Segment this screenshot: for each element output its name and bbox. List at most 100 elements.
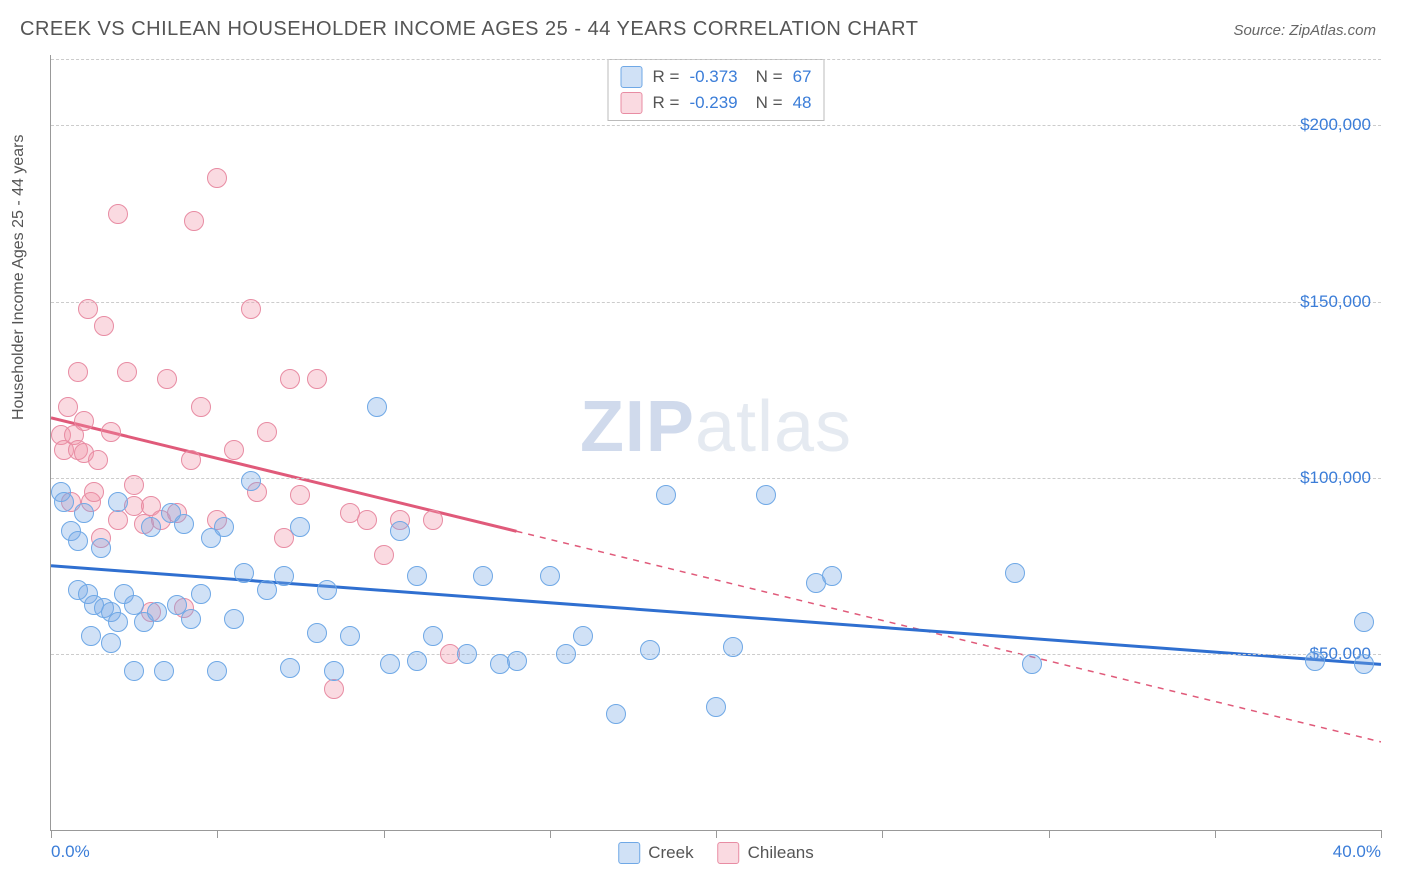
data-point-creek xyxy=(706,697,726,717)
data-point-creek xyxy=(1022,654,1042,674)
data-point-creek xyxy=(380,654,400,674)
data-point-creek xyxy=(756,485,776,505)
x-tick xyxy=(217,830,218,838)
data-point-creek xyxy=(367,397,387,417)
y-tick-label: $150,000 xyxy=(1300,292,1371,312)
data-point-creek xyxy=(68,531,88,551)
x-tick xyxy=(882,830,883,838)
swatch-creek xyxy=(621,66,643,88)
data-point-creek xyxy=(207,661,227,681)
data-point-chileans xyxy=(94,316,114,336)
data-point-creek xyxy=(191,584,211,604)
data-point-chileans xyxy=(324,679,344,699)
x-tick xyxy=(51,830,52,838)
data-point-creek xyxy=(124,661,144,681)
data-point-chileans xyxy=(357,510,377,530)
legend-stats: R =-0.373 N =67 R =-0.239 N =48 xyxy=(608,59,825,121)
data-point-chileans xyxy=(117,362,137,382)
y-tick-label: $200,000 xyxy=(1300,115,1371,135)
x-min-label: 0.0% xyxy=(51,842,90,862)
x-max-label: 40.0% xyxy=(1333,842,1381,862)
data-point-creek xyxy=(556,644,576,664)
legend-stats-creek: R =-0.373 N =67 xyxy=(621,64,812,90)
data-point-chileans xyxy=(280,369,300,389)
data-point-creek xyxy=(390,521,410,541)
data-point-creek xyxy=(573,626,593,646)
gridline xyxy=(51,654,1381,655)
x-tick xyxy=(1215,830,1216,838)
data-point-creek xyxy=(1005,563,1025,583)
data-point-chileans xyxy=(184,211,204,231)
data-point-chileans xyxy=(241,299,261,319)
data-point-chileans xyxy=(181,450,201,470)
data-point-creek xyxy=(91,538,111,558)
data-point-creek xyxy=(1354,654,1374,674)
y-tick-label: $100,000 xyxy=(1300,468,1371,488)
x-tick xyxy=(716,830,717,838)
data-point-chileans xyxy=(108,204,128,224)
data-point-creek xyxy=(234,563,254,583)
data-point-creek xyxy=(81,626,101,646)
data-point-creek xyxy=(473,566,493,586)
data-point-creek xyxy=(822,566,842,586)
data-point-creek xyxy=(540,566,560,586)
data-point-chileans xyxy=(257,422,277,442)
data-point-chileans xyxy=(78,299,98,319)
data-point-chileans xyxy=(68,362,88,382)
data-point-creek xyxy=(280,658,300,678)
data-point-creek xyxy=(307,623,327,643)
data-point-creek xyxy=(241,471,261,491)
data-point-creek xyxy=(340,626,360,646)
data-point-chileans xyxy=(124,475,144,495)
data-point-creek xyxy=(723,637,743,657)
data-point-chileans xyxy=(108,510,128,530)
data-point-creek xyxy=(1354,612,1374,632)
data-point-creek xyxy=(290,517,310,537)
swatch-chileans xyxy=(621,92,643,114)
data-point-chileans xyxy=(88,450,108,470)
data-point-creek xyxy=(407,566,427,586)
x-tick xyxy=(550,830,551,838)
data-point-creek xyxy=(423,626,443,646)
data-point-chileans xyxy=(74,411,94,431)
data-point-creek xyxy=(224,609,244,629)
data-point-creek xyxy=(147,602,167,622)
data-point-chileans xyxy=(374,545,394,565)
legend-item-creek: Creek xyxy=(618,842,693,864)
data-point-creek xyxy=(640,640,660,660)
data-point-creek xyxy=(141,517,161,537)
data-point-chileans xyxy=(423,510,443,530)
gridline xyxy=(51,125,1381,126)
legend-series: Creek Chileans xyxy=(618,842,814,864)
data-point-creek xyxy=(181,609,201,629)
data-point-chileans xyxy=(191,397,211,417)
data-point-creek xyxy=(606,704,626,724)
x-tick xyxy=(384,830,385,838)
y-axis-label: Householder Income Ages 25 - 44 years xyxy=(10,135,28,421)
legend-item-chileans: Chileans xyxy=(718,842,814,864)
data-point-creek xyxy=(324,661,344,681)
data-point-creek xyxy=(1305,651,1325,671)
swatch-creek xyxy=(618,842,640,864)
data-point-creek xyxy=(274,566,294,586)
data-point-creek xyxy=(108,492,128,512)
data-point-creek xyxy=(257,580,277,600)
data-point-creek xyxy=(507,651,527,671)
data-point-creek xyxy=(214,517,234,537)
data-point-chileans xyxy=(101,422,121,442)
data-point-chileans xyxy=(307,369,327,389)
data-point-creek xyxy=(457,644,477,664)
data-point-creek xyxy=(317,580,337,600)
data-point-creek xyxy=(74,503,94,523)
data-point-creek xyxy=(101,633,121,653)
data-point-chileans xyxy=(157,369,177,389)
data-point-chileans xyxy=(224,440,244,460)
data-point-creek xyxy=(154,661,174,681)
plot-area: ZIPatlas R =-0.373 N =67 R =-0.239 N =48… xyxy=(50,55,1381,831)
data-point-creek xyxy=(108,612,128,632)
legend-stats-chileans: R =-0.239 N =48 xyxy=(621,90,812,116)
data-point-chileans xyxy=(207,168,227,188)
data-point-creek xyxy=(656,485,676,505)
data-point-creek xyxy=(54,492,74,512)
data-point-chileans xyxy=(58,397,78,417)
